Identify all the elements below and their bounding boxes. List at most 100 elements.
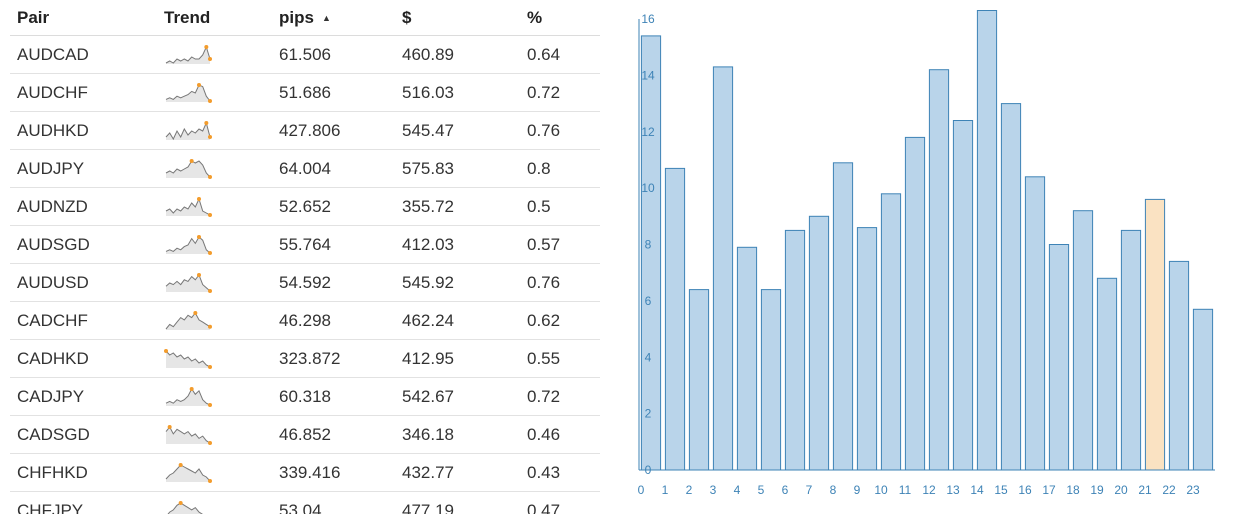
bar[interactable] <box>784 229 806 471</box>
table-row[interactable]: AUDHKD 427.806 545.47 0.76 <box>10 111 600 150</box>
bar[interactable] <box>952 120 974 471</box>
bar[interactable] <box>1192 308 1214 471</box>
pips-cell: 46.298 <box>272 301 395 340</box>
column-header-percent[interactable]: % <box>520 0 600 36</box>
sparkline-last-marker <box>208 212 212 217</box>
sparkline-max-marker <box>189 158 194 163</box>
dollar-cell: 516.03 <box>395 73 520 112</box>
bar[interactable] <box>1024 176 1046 471</box>
sparkline-area <box>166 312 210 330</box>
pips-cell: 51.686 <box>272 73 395 112</box>
bar[interactable] <box>688 289 710 471</box>
pair-cell: AUDCHF <box>10 73 157 112</box>
sparkline-area <box>166 160 210 178</box>
table-row[interactable]: AUDJPY 64.004 575.83 0.8 <box>10 149 600 188</box>
table-row[interactable]: CADJPY 60.318 542.67 0.72 <box>10 377 600 416</box>
table-row[interactable]: CADHKD 323.872 412.95 0.55 <box>10 339 600 378</box>
trend-sparkline <box>165 386 212 407</box>
column-header-dollar[interactable]: $ <box>395 0 520 36</box>
x-tick-label: 6 <box>782 483 789 497</box>
percent-cell: 0.62 <box>520 301 600 340</box>
column-header-trend-label: Trend <box>164 7 211 27</box>
sparkline-max-marker <box>197 234 201 239</box>
x-tick-label: 9 <box>854 483 861 497</box>
table-row[interactable]: AUDCHF 51.686 516.03 0.72 <box>10 73 600 112</box>
sparkline-last-marker <box>208 174 212 179</box>
percent-cell: 0.8 <box>520 149 600 188</box>
pips-cell: 61.506 <box>272 35 395 74</box>
x-tick-label: 0 <box>638 483 645 497</box>
bar[interactable] <box>736 246 758 471</box>
bar[interactable] <box>856 227 878 471</box>
sparkline-last-marker <box>208 98 212 103</box>
bar[interactable] <box>928 69 950 471</box>
sparkline-line <box>165 197 211 215</box>
pair-cell: AUDSGD <box>10 225 157 264</box>
bar[interactable] <box>712 66 734 471</box>
bar[interactable] <box>808 215 830 471</box>
pair-cell: CHFJPY <box>10 491 157 514</box>
x-tick-label: 8 <box>830 483 837 497</box>
table-row[interactable]: CADSGD 46.852 346.18 0.46 <box>10 415 600 454</box>
sparkline-area <box>166 350 210 368</box>
x-tick-label: 1 <box>662 483 669 497</box>
dollar-cell: 477.19 <box>395 491 520 514</box>
table-row[interactable]: AUDSGD 55.764 412.03 0.57 <box>10 225 600 264</box>
dollar-cell: 575.83 <box>395 149 520 188</box>
percent-cell: 0.57 <box>520 225 600 264</box>
bar[interactable] <box>1000 103 1022 471</box>
sparkline-area <box>166 122 210 140</box>
bar[interactable] <box>976 10 998 471</box>
x-tick-label: 15 <box>994 483 1008 497</box>
table-row[interactable]: AUDNZD 52.652 355.72 0.5 <box>10 187 600 226</box>
bar[interactable] <box>1072 210 1094 471</box>
pips-cell: 54.592 <box>272 263 395 302</box>
bar[interactable] <box>1120 229 1142 471</box>
pair-cell: CADCHF <box>10 301 157 340</box>
bar[interactable] <box>1048 244 1070 471</box>
pips-cell: 55.764 <box>272 225 395 264</box>
sparkline-line <box>165 121 211 140</box>
bar[interactable] <box>832 162 854 471</box>
trend-sparkline <box>165 310 212 330</box>
dollar-cell: 412.03 <box>395 225 520 264</box>
y-tick-label: 12 <box>641 125 655 139</box>
sparkline-last-marker <box>208 288 212 293</box>
bar[interactable] <box>640 35 662 471</box>
x-tick-label: 23 <box>1186 483 1200 497</box>
column-header-pips[interactable]: pips ▲ <box>272 0 395 36</box>
bar[interactable] <box>1096 277 1118 471</box>
sparkline-last-marker <box>208 134 212 139</box>
percent-cell: 0.43 <box>520 453 600 492</box>
dollar-cell: 462.24 <box>395 301 520 340</box>
sparkline-last-marker <box>208 364 212 369</box>
sparkline-line <box>165 350 211 367</box>
sparkline-line <box>165 425 211 443</box>
dollar-cell: 432.77 <box>395 453 520 492</box>
table-row[interactable]: CHFJPY 53.04 477.19 0.47 <box>10 491 600 514</box>
table-row[interactable]: CHFHKD 339.416 432.77 0.43 <box>10 453 600 492</box>
bar[interactable] <box>760 289 782 471</box>
bar-highlighted[interactable] <box>1144 198 1166 471</box>
bar[interactable] <box>904 136 926 471</box>
sparkline-max-marker <box>164 348 168 353</box>
bar[interactable] <box>880 193 902 471</box>
table-row[interactable]: CADCHF 46.298 462.24 0.62 <box>10 301 600 340</box>
table-row[interactable]: AUDCAD 61.506 460.89 0.64 <box>10 35 600 74</box>
x-tick-label: 2 <box>686 483 693 497</box>
bar[interactable] <box>664 167 686 471</box>
trend-cell <box>157 225 272 264</box>
bar[interactable] <box>1168 260 1190 471</box>
sparkline-max-marker <box>178 462 183 467</box>
x-tick-label: 10 <box>874 483 888 497</box>
sparkline-area <box>167 502 203 514</box>
table-row[interactable]: AUDUSD 54.592 545.92 0.76 <box>10 263 600 302</box>
trend-cell <box>157 301 272 340</box>
sort-ascending-icon[interactable]: ▲ <box>321 13 331 24</box>
column-header-trend[interactable]: Trend <box>157 0 272 36</box>
sparkline-max-marker <box>204 44 209 49</box>
column-header-pair[interactable]: Pair <box>10 0 157 36</box>
x-tick-label: 5 <box>758 483 765 497</box>
x-tick-label: 21 <box>1138 483 1152 497</box>
